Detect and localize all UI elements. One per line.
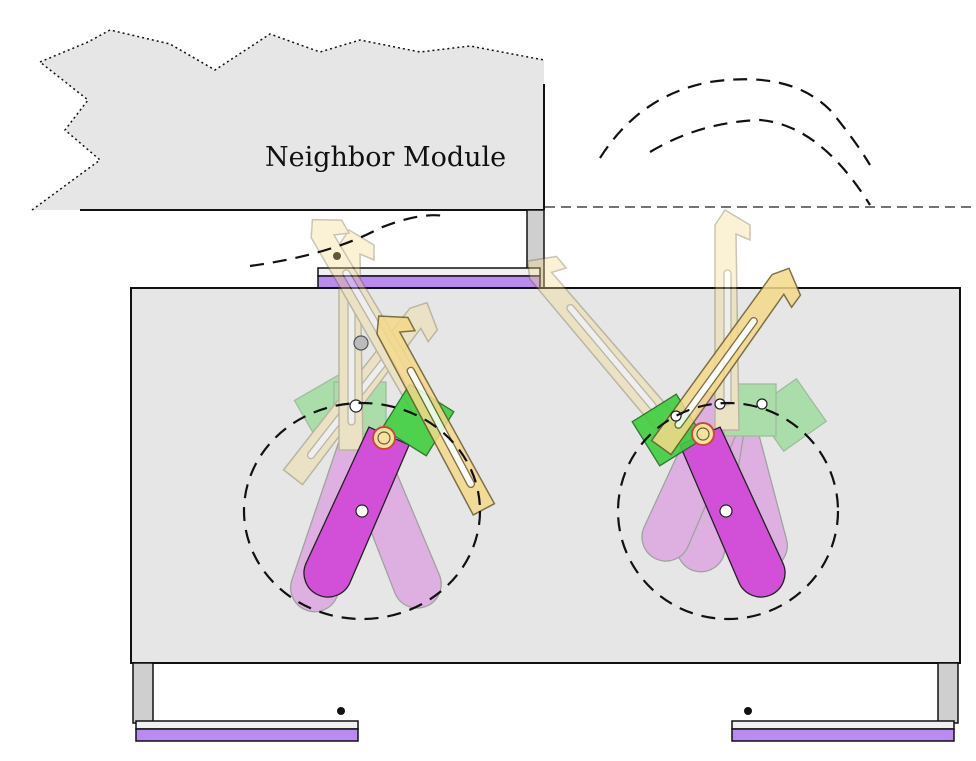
- right-crank-pin: [719, 504, 733, 518]
- right-slider-pin-c: [756, 398, 768, 410]
- left-trajectory-circle: [242, 401, 482, 621]
- neighbor-module: Neighbor Module: [31, 29, 545, 211]
- right-slider-pin-a: [670, 410, 682, 422]
- right-trajectory-circle: [616, 401, 840, 621]
- right-mechanism: [519, 78, 871, 621]
- neighbor-module-label: Neighbor Module: [265, 142, 506, 173]
- left-arm-pin: [353, 335, 369, 351]
- module-body: [130, 287, 961, 664]
- left-crank-pin: [355, 504, 369, 518]
- right-marker-dot: [744, 707, 752, 715]
- right-tip-inner-trajectory: [649, 118, 871, 206]
- left-leg: [132, 662, 154, 724]
- left-mechanism: [242, 206, 505, 621]
- right-contact-pad: [731, 728, 955, 742]
- left-marker-dot: [337, 707, 345, 715]
- right-tip-outer-trajectory: [599, 78, 871, 166]
- left-contact-pad: [135, 728, 359, 742]
- left-foot-plate: [135, 720, 359, 730]
- right-foot-plate: [731, 720, 955, 730]
- right-leg: [937, 662, 959, 724]
- left-slider-pin: [349, 399, 363, 413]
